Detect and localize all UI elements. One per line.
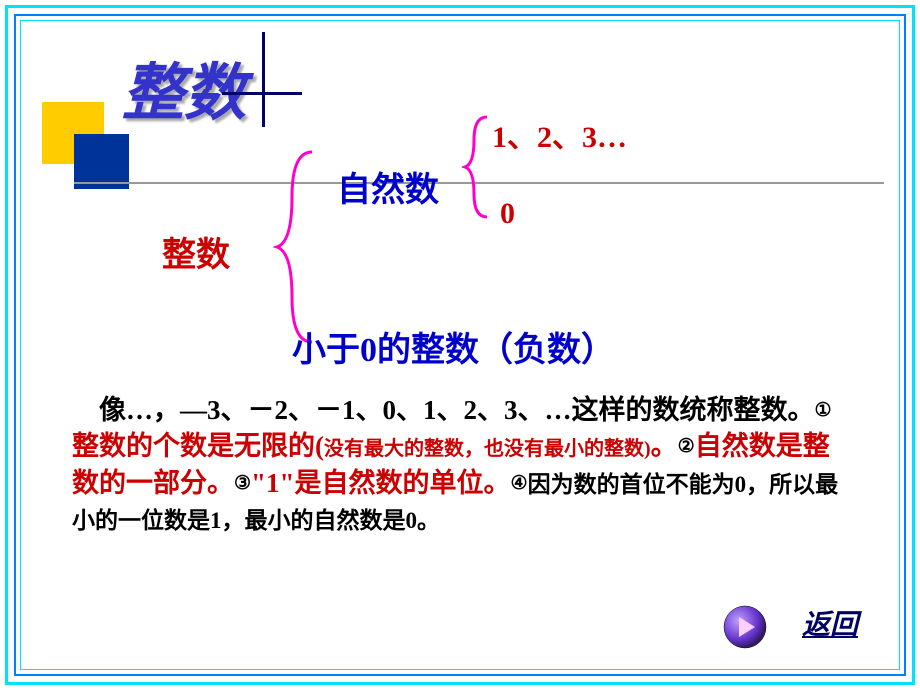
para-text-2-small: 没有最大的整数，也没有最小的整数): [324, 438, 651, 460]
diagram-leaf1-label: 1、2、3…: [492, 112, 627, 156]
diagram-branch2-label: 小于0的整数（负数）: [292, 322, 615, 371]
para-text-2: 整数的个数是无限的(: [72, 431, 324, 461]
body-paragraph: 像…，—3、－2、－1、0、1、2、3、…这样的数统称整数。① 整数的个数是无限的…: [72, 392, 848, 538]
circle-1: ①: [815, 400, 832, 421]
diagram-root-label: 整数: [162, 227, 230, 276]
circle-3: ③: [234, 473, 251, 494]
slide-content: 整数 整数 自然数 1、2、3… 0 小于0的整数（负数） 像…，—3、－2、－…: [22, 22, 898, 668]
brace-large: [272, 147, 322, 347]
decor-blue-square: [74, 134, 129, 189]
title-decor-vline: [262, 32, 265, 127]
circle-4: ④: [511, 473, 528, 494]
diagram-leaf2-label: 0: [500, 197, 515, 231]
brace-small: [462, 112, 492, 222]
para-text-2-end: 。: [651, 431, 678, 461]
play-icon[interactable]: [722, 604, 768, 650]
diagram-branch1-label: 自然数: [337, 162, 439, 211]
back-link[interactable]: 返回: [802, 603, 858, 643]
classification-diagram: 整数 自然数 1、2、3… 0 小于0的整数（负数）: [162, 117, 862, 372]
para-text-1: 像…，—3、－2、－1、0、1、2、3、…这样的数统称整数。: [99, 395, 815, 425]
circle-2: ②: [678, 436, 695, 457]
para-text-4: "1"是自然数的单位。: [251, 468, 510, 498]
title-decor-hline: [222, 92, 302, 95]
